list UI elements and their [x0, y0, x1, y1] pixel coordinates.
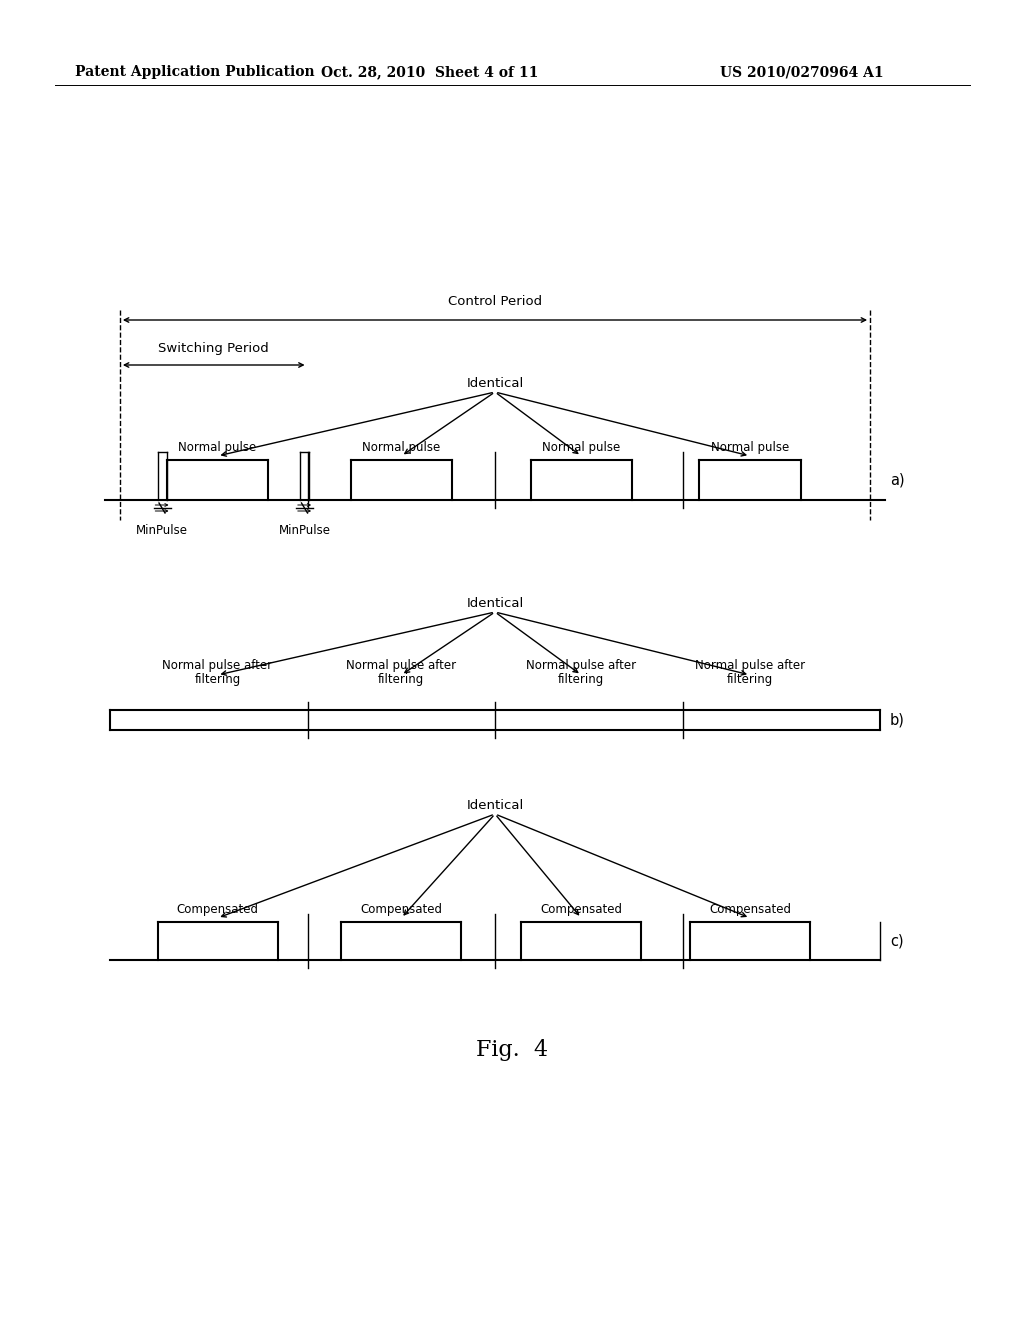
Text: filtering: filtering: [727, 673, 773, 686]
Text: MinPulse: MinPulse: [279, 524, 331, 537]
Text: filtering: filtering: [195, 673, 241, 686]
Text: Compensated: Compensated: [176, 903, 258, 916]
Text: Normal pulse: Normal pulse: [178, 441, 257, 454]
Text: Oct. 28, 2010  Sheet 4 of 11: Oct. 28, 2010 Sheet 4 of 11: [322, 65, 539, 79]
Text: Normal pulse: Normal pulse: [542, 441, 621, 454]
Text: MinPulse: MinPulse: [136, 524, 188, 537]
Text: filtering: filtering: [558, 673, 604, 686]
Text: Compensated: Compensated: [541, 903, 623, 916]
Text: Compensated: Compensated: [360, 903, 442, 916]
Text: b): b): [890, 713, 905, 727]
Text: filtering: filtering: [378, 673, 424, 686]
Text: Fig.  4: Fig. 4: [476, 1039, 548, 1061]
Text: US 2010/0270964 A1: US 2010/0270964 A1: [720, 65, 884, 79]
Text: Patent Application Publication: Patent Application Publication: [75, 65, 314, 79]
Text: Normal pulse: Normal pulse: [711, 441, 790, 454]
Text: Compensated: Compensated: [709, 903, 791, 916]
Text: Identical: Identical: [466, 799, 523, 812]
Text: Normal pulse: Normal pulse: [362, 441, 440, 454]
Text: c): c): [890, 933, 903, 949]
Text: Normal pulse after: Normal pulse after: [163, 659, 272, 672]
Text: Normal pulse after: Normal pulse after: [526, 659, 636, 672]
Text: Switching Period: Switching Period: [159, 342, 269, 355]
Text: Control Period: Control Period: [447, 294, 542, 308]
Text: a): a): [890, 473, 904, 487]
Text: Normal pulse after: Normal pulse after: [346, 659, 457, 672]
Text: Normal pulse after: Normal pulse after: [695, 659, 805, 672]
Text: Identical: Identical: [466, 597, 523, 610]
Text: Identical: Identical: [466, 378, 523, 389]
